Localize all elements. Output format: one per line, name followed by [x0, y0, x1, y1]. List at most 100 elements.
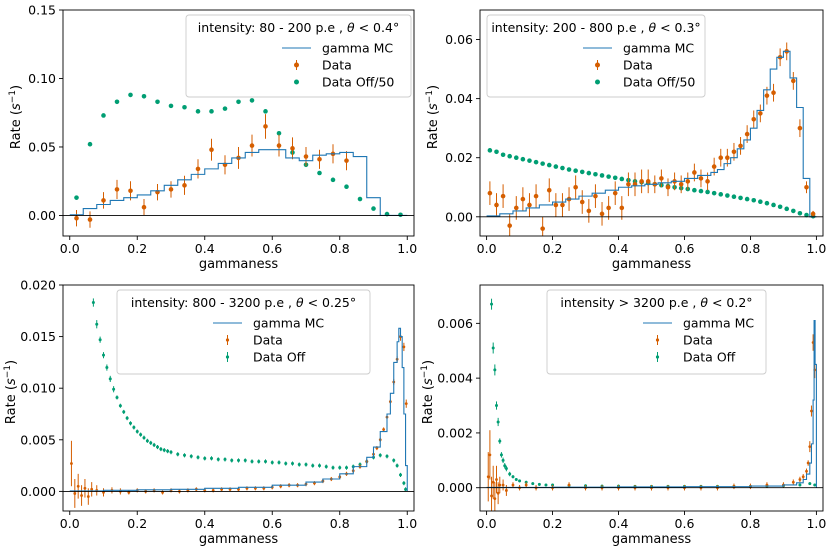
data-point	[90, 487, 94, 491]
y-axis-label: Rate (s−1)	[420, 360, 436, 424]
data-point	[718, 155, 724, 161]
data-off-point	[490, 302, 494, 306]
data-point	[804, 184, 809, 190]
legend-data-label: Data	[253, 333, 283, 348]
data-off-point	[725, 193, 730, 198]
data-off-point	[264, 459, 267, 463]
data-off-point	[108, 377, 112, 381]
data-off-point	[511, 475, 515, 479]
legend-title: intensity: 200 - 800 p.e , θ < 0.3°	[491, 20, 700, 35]
y-axis-ticks: 0.000 0.005 0.010 0.015 0.020	[20, 278, 63, 499]
legend-data-off-marker	[595, 79, 600, 85]
y-tick-label: 0.06	[445, 32, 473, 47]
data-point	[524, 483, 528, 487]
x-axis-ticks: 0.0 0.2 0.4 0.6 0.8 1.0	[477, 236, 826, 256]
y-tick-label: 0.004	[437, 371, 473, 386]
legend-data-off-swatch	[225, 352, 230, 362]
data-off-point	[612, 175, 618, 181]
data-off-point	[500, 152, 506, 158]
data-off-point	[514, 477, 518, 481]
data-off-point	[277, 460, 281, 464]
data-off-point	[122, 410, 126, 414]
legend-data-off-swatch	[655, 352, 660, 362]
data-point	[805, 469, 808, 473]
data-off-point	[378, 453, 382, 457]
data-off-point	[182, 104, 187, 110]
x-axis-ticks: 0.0 0.2 0.4 0.6 0.8 1.0	[60, 511, 417, 531]
y-axis-label: Rate (s−1)	[8, 85, 24, 149]
data-point	[606, 205, 611, 211]
data-off-point	[237, 458, 240, 462]
data-off-point	[692, 187, 697, 193]
data-off-point	[560, 165, 565, 171]
x-axis-label: gammaness	[612, 532, 692, 547]
data-point	[751, 117, 757, 122]
data-off-point	[118, 404, 122, 408]
x-tick-label: 0.4	[609, 241, 629, 256]
x-tick-label: 0.6	[675, 516, 695, 531]
legend-title: intensity > 3200 p.e , θ < 0.2°	[560, 295, 752, 310]
data-off-point	[243, 458, 247, 462]
data-off-point	[291, 462, 294, 466]
legend-box	[486, 14, 706, 98]
data-off-point	[599, 173, 605, 178]
data-point	[404, 402, 408, 406]
data-off-point	[404, 487, 408, 491]
data-point	[678, 182, 684, 187]
data-point	[791, 480, 795, 484]
data-off-point	[784, 206, 790, 212]
data-off-point	[263, 109, 268, 114]
y-axis-label: Rate (s−1)	[3, 360, 19, 424]
data-point	[70, 462, 73, 465]
data-off-point	[270, 460, 274, 464]
y-tick-label: 0.15	[28, 3, 56, 18]
y-tick-label: 0.015	[20, 329, 56, 344]
data-off-point	[317, 170, 322, 176]
data-point	[141, 204, 147, 210]
data-point	[513, 205, 519, 211]
data-off-point	[105, 366, 109, 370]
data-point	[665, 184, 671, 190]
data-point	[114, 187, 120, 192]
legend-data-off-label: Data Off	[253, 350, 306, 365]
data-off-point	[338, 466, 342, 470]
data-point	[76, 484, 80, 488]
data-off-point	[518, 479, 522, 483]
data-point	[619, 205, 625, 211]
data-point	[491, 480, 495, 484]
y-axis-ticks: 0.00 0.05 0.10 0.15	[28, 3, 63, 223]
legend-data-swatch	[655, 335, 660, 345]
data-point	[209, 147, 214, 153]
x-axis-ticks: 0.0 0.2 0.4 0.6 0.8 1.0	[60, 236, 417, 256]
data-point	[290, 146, 295, 151]
legend-data-swatch	[225, 335, 230, 345]
data-off-point	[222, 106, 228, 111]
data-off-point	[156, 445, 159, 449]
data-point	[797, 125, 803, 131]
x-tick-label: 1.0	[397, 516, 417, 531]
data-off-point	[764, 200, 770, 206]
x-axis-ticks: 0.0 0.2 0.4 0.6 0.8 1.0	[477, 511, 826, 531]
data-off-point	[718, 192, 724, 197]
legend-data-off-swatch	[595, 79, 600, 85]
data-point	[488, 453, 492, 457]
y-tick-label: 0.00	[28, 208, 56, 223]
data-off-point	[402, 481, 406, 485]
data-point	[798, 478, 802, 481]
data-off-point	[586, 170, 592, 176]
axes-frame	[62, 9, 415, 237]
data-off-point	[74, 195, 79, 200]
data-point	[520, 196, 526, 202]
legend-box	[185, 14, 412, 98]
data-point	[344, 158, 349, 163]
data-off-point	[804, 212, 809, 218]
x-tick-label: 0.2	[543, 241, 563, 256]
data-point	[168, 187, 174, 192]
data-point	[705, 179, 710, 184]
data-point	[659, 176, 664, 181]
x-tick-label: 0.0	[60, 516, 80, 531]
data-off-point	[318, 464, 321, 468]
data-off-point	[508, 472, 512, 476]
data-off-point	[357, 196, 363, 202]
